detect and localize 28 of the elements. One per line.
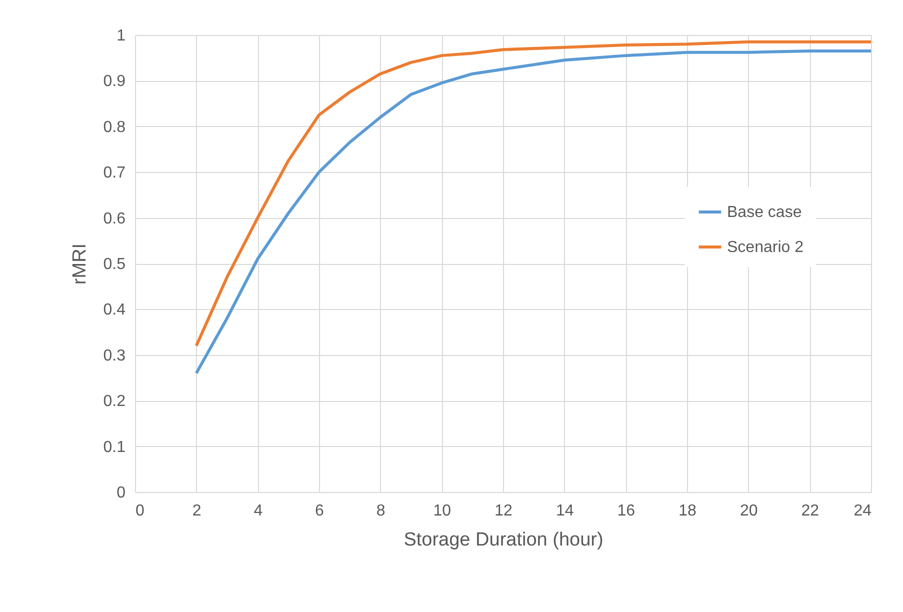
y-tick-label: 0.7 xyxy=(103,164,126,182)
y-tick-label: 0.1 xyxy=(103,438,126,456)
x-tick-label: 24 xyxy=(854,502,872,520)
y-tick-label: 0.4 xyxy=(103,302,126,319)
y-tick-label: 0.3 xyxy=(103,347,126,364)
x-axis-title: Storage Duration (hour) xyxy=(404,530,604,550)
x-tick-label: 0 xyxy=(136,502,144,520)
x-tick-label: 20 xyxy=(740,502,758,520)
x-tick-label: 6 xyxy=(315,502,324,520)
legend-label: Base case xyxy=(727,204,802,221)
x-tick-label: 14 xyxy=(556,502,574,520)
x-tick-label: 10 xyxy=(433,502,452,520)
x-tick-label: 8 xyxy=(376,502,386,520)
y-tick-label: 0 xyxy=(116,484,126,502)
y-tick-label: 0.5 xyxy=(103,256,126,273)
y-axis-title: rMRI xyxy=(69,243,90,285)
x-tick-label: 4 xyxy=(254,502,263,520)
x-tick-label: 22 xyxy=(801,502,820,520)
x-tick-label: 16 xyxy=(617,502,636,520)
y-tick-label: 0.8 xyxy=(103,118,126,136)
y-tick-label: 0.6 xyxy=(103,210,126,228)
x-tick-label: 12 xyxy=(494,502,512,520)
legend-label: Scenario 2 xyxy=(727,239,804,256)
x-tick-label: 18 xyxy=(678,502,696,520)
y-tick-label: 1 xyxy=(116,28,126,44)
y-tick-label: 0.2 xyxy=(103,393,126,410)
y-tick-label: 0.9 xyxy=(103,73,126,90)
x-tick-label: 2 xyxy=(192,502,202,520)
